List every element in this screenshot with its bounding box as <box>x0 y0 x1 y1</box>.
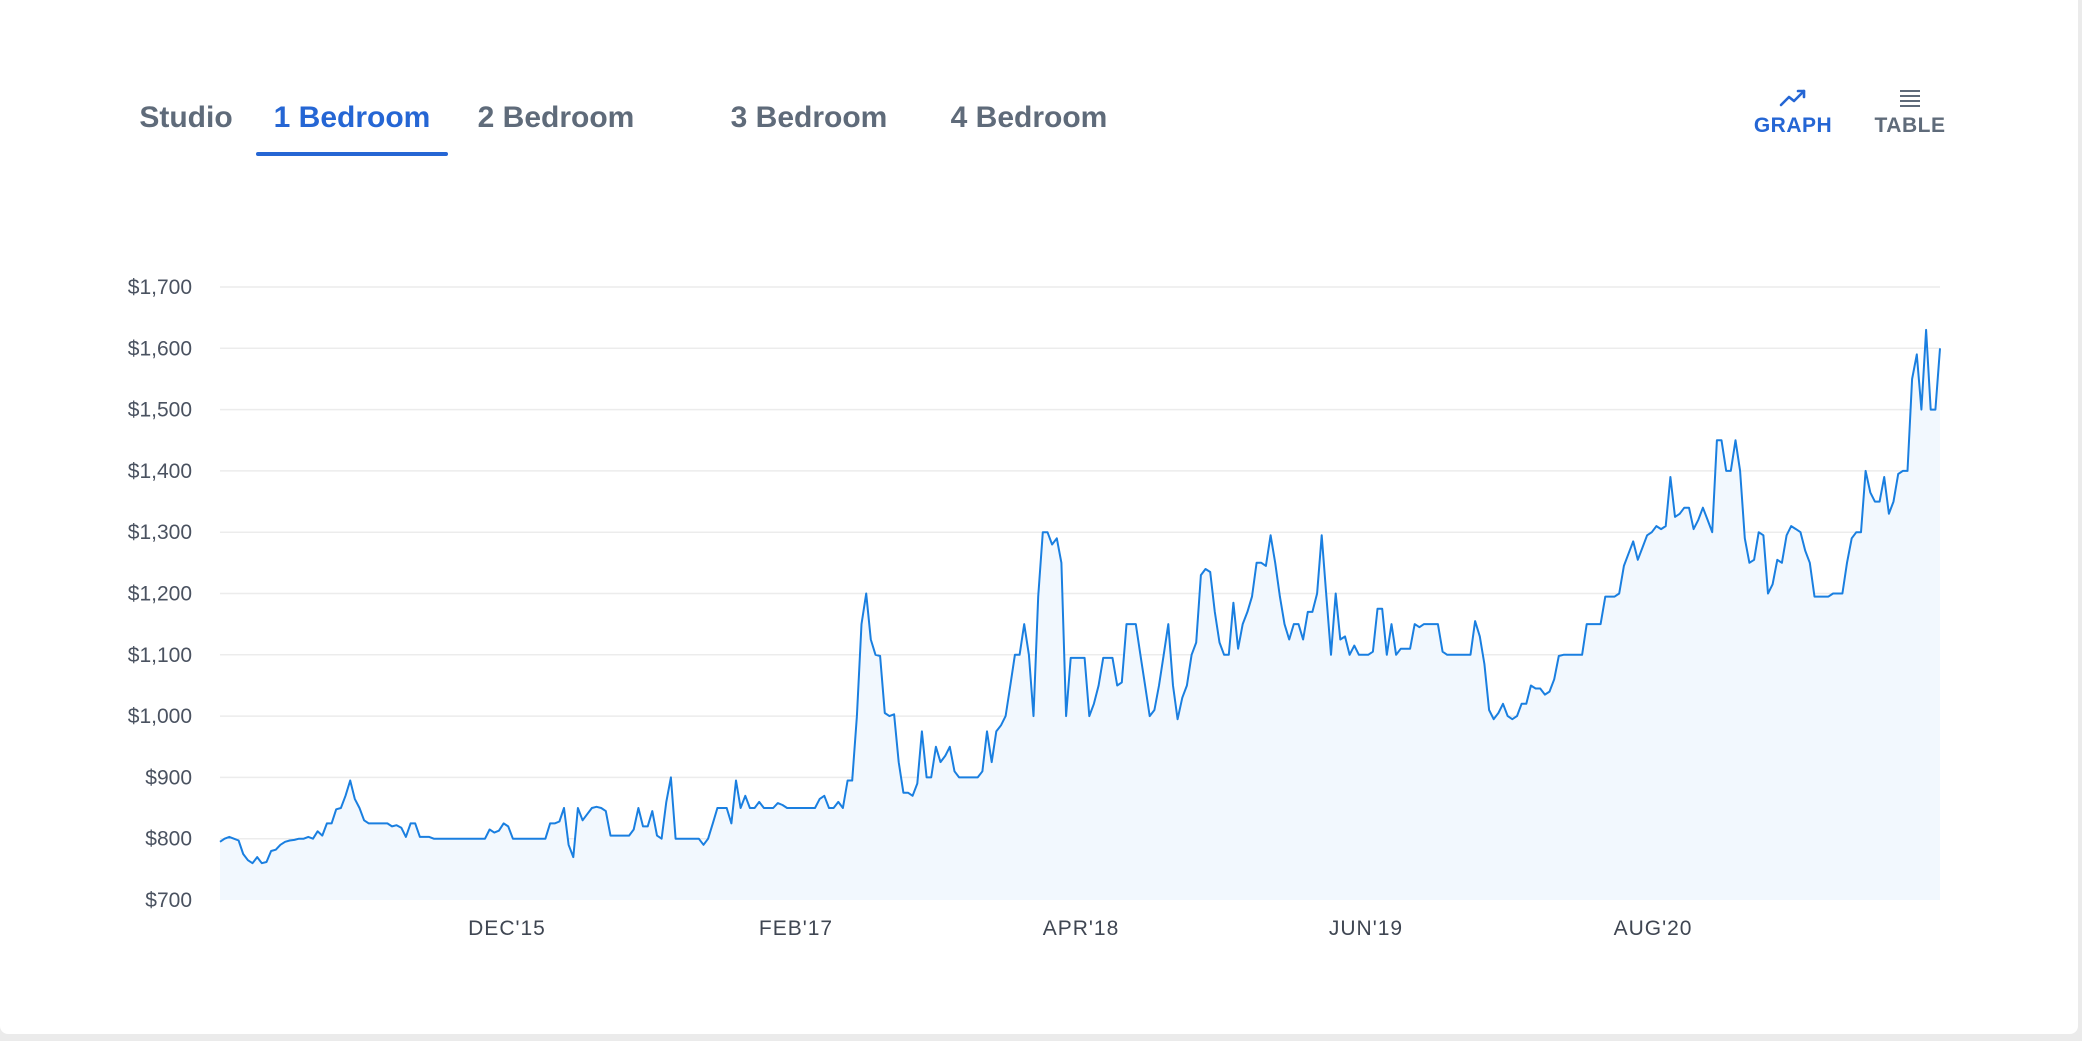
table-view-label: TABLE <box>1874 114 1946 137</box>
line-chart-icon <box>1779 89 1806 107</box>
series-line <box>219 328 1941 865</box>
y-axis: $700 $800 $900 $1,000 $1,100 $1,200 $1,300 $1,4… <box>128 276 192 912</box>
series-area <box>220 329 1940 900</box>
y-tick-label: $1,200 <box>128 583 192 606</box>
y-tick-label: $1,500 <box>128 399 192 422</box>
y-tick-label: $1,100 <box>128 644 192 667</box>
x-axis: DEC'15 FEB'17 APR'18 JUN'19 AUG'20 <box>468 917 1693 940</box>
y-tick-label: $1,700 <box>128 276 192 299</box>
x-tick-label: FEB'17 <box>759 917 833 940</box>
y-tick-label: $1,300 <box>128 521 192 544</box>
x-tick-label: JUN'19 <box>1329 917 1403 940</box>
tab-studio[interactable]: Studio <box>139 101 233 134</box>
list-lines-icon <box>1900 90 1920 107</box>
graph-view-label: GRAPH <box>1753 114 1833 137</box>
table-view-button[interactable]: TABLE <box>1868 88 1952 138</box>
x-tick-label: DEC'15 <box>468 917 546 940</box>
tab-3-bedroom[interactable]: 3 Bedroom <box>730 101 888 134</box>
tab-2-bedroom[interactable]: 2 Bedroom <box>477 101 635 134</box>
x-tick-label: AUG'20 <box>1614 917 1693 940</box>
tab-1-bedroom[interactable]: 1 Bedroom <box>256 90 448 156</box>
x-tick-label: APR'18 <box>1043 917 1120 940</box>
graph-view-button[interactable]: GRAPH <box>1748 88 1838 138</box>
y-tick-label: $1,400 <box>128 460 192 483</box>
y-tick-label: $700 <box>145 889 192 912</box>
y-tick-label: $800 <box>145 828 192 851</box>
y-tick-label: $1,000 <box>128 705 192 728</box>
y-tick-label: $900 <box>145 766 192 789</box>
tab-4-bedroom[interactable]: 4 Bedroom <box>950 101 1108 134</box>
y-tick-label: $1,600 <box>128 337 192 360</box>
